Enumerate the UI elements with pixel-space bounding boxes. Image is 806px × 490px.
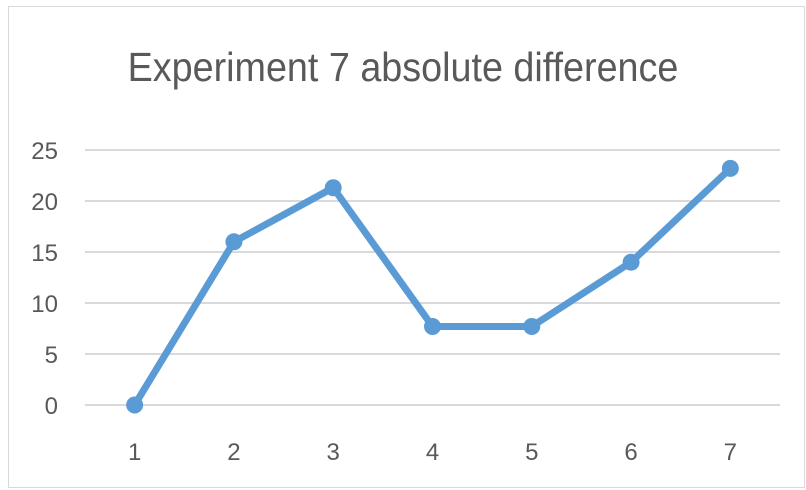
x-tick-label: 1 xyxy=(128,439,141,466)
data-point xyxy=(324,179,342,197)
y-tick-label: 25 xyxy=(31,138,58,165)
data-point xyxy=(126,396,144,414)
y-tick-label: 15 xyxy=(31,240,58,267)
y-tick-label: 10 xyxy=(31,291,58,318)
x-tick-label: 6 xyxy=(624,439,637,466)
data-point xyxy=(721,159,739,177)
data-point xyxy=(523,317,541,335)
data-point xyxy=(622,253,640,271)
y-tick-label: 20 xyxy=(31,189,58,216)
y-tick-label: 5 xyxy=(45,342,58,369)
data-point xyxy=(225,233,243,251)
x-tick-label: 4 xyxy=(426,439,439,466)
series-line xyxy=(131,164,734,409)
x-tick-label: 2 xyxy=(227,439,240,466)
y-tick-label: 0 xyxy=(45,393,58,420)
x-tick-label: 5 xyxy=(525,439,538,466)
data-point xyxy=(424,317,441,335)
x-tick-label: 3 xyxy=(327,439,340,466)
chart-title: Experiment 7 absolute difference xyxy=(127,44,679,90)
gridlines xyxy=(85,149,780,406)
x-tick-label: 7 xyxy=(724,439,737,466)
